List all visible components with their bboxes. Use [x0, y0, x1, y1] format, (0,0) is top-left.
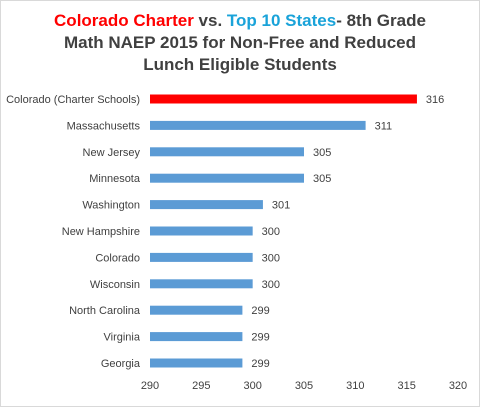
bar-colorado — [150, 252, 253, 262]
x-tick-295: 295 — [192, 380, 210, 392]
title-top-10-states: Top 10 States — [226, 11, 337, 30]
x-tick-315: 315 — [397, 380, 415, 392]
x-tick-320: 320 — [449, 380, 467, 392]
category-label-north-carolina: North Carolina — [69, 305, 141, 317]
x-tick-305: 305 — [295, 380, 313, 392]
bar-wisconsin — [150, 279, 253, 289]
data-labels: 316 311 305 305 301 300 300 300 299 299 299 — [251, 94, 444, 370]
category-label-georgia: Georgia — [101, 358, 141, 370]
data-label-massachusetts: 311 — [375, 120, 393, 132]
data-label-washington: 301 — [272, 200, 290, 212]
category-label-wisconsin: Wisconsin — [90, 279, 140, 291]
x-tick-310: 310 — [346, 380, 364, 392]
x-tick-300: 300 — [243, 380, 261, 392]
data-label-colorado-charter-schools: 316 — [426, 94, 444, 106]
bar-new-hampshire — [150, 226, 253, 236]
category-label-colorado-charter-schools: Colorado (Charter Schools) — [6, 94, 140, 106]
category-label-washington: Washington — [82, 200, 140, 212]
data-label-new-hampshire: 300 — [262, 226, 280, 238]
category-label-new-hampshire: New Hampshire — [62, 226, 140, 238]
category-label-colorado: Colorado — [95, 252, 140, 264]
category-label-new-jersey: New Jersey — [83, 147, 141, 159]
data-label-wisconsin: 300 — [262, 279, 280, 291]
bar-washington — [150, 200, 263, 210]
category-label-massachusetts: Massachusetts — [67, 120, 141, 132]
title-vs: vs. — [193, 11, 227, 30]
data-label-georgia: 299 — [251, 358, 269, 370]
bar-minnesota — [150, 173, 304, 183]
x-tick-290: 290 — [141, 380, 159, 392]
bar-north-carolina — [150, 305, 243, 315]
bar-georgia — [150, 358, 243, 368]
bar-colorado-charter-schools — [150, 94, 417, 104]
category-label-virginia: Virginia — [104, 332, 141, 344]
data-label-minnesota: 305 — [313, 173, 331, 185]
x-axis-ticks: 290 295 300 305 310 315 320 — [141, 380, 467, 392]
bar-virginia — [150, 332, 243, 342]
data-label-north-carolina: 299 — [251, 305, 269, 317]
bar-new-jersey — [150, 147, 304, 157]
category-label-minnesota: Minnesota — [89, 173, 141, 185]
bar-massachusetts — [150, 120, 366, 130]
data-label-virginia: 299 — [251, 332, 269, 344]
title-line-1: Colorado Charter vs. Top 10 States- 8th … — [0, 10, 480, 32]
title-line-3: Lunch Eligible Students — [143, 55, 337, 74]
title-colorado-charter: Colorado Charter — [54, 11, 194, 30]
bars-group — [150, 94, 417, 368]
title-grade: - 8th Grade — [336, 11, 426, 30]
title-line-2: Math NAEP 2015 for Non-Free and Reduced — [63, 33, 417, 52]
category-labels: Colorado (Charter Schools) Massachusetts N… — [6, 94, 141, 370]
data-label-new-jersey: 305 — [313, 147, 331, 159]
chart-title: Colorado Charter vs. Top 10 States- 8th … — [0, 10, 480, 76]
data-label-colorado: 300 — [262, 252, 280, 264]
